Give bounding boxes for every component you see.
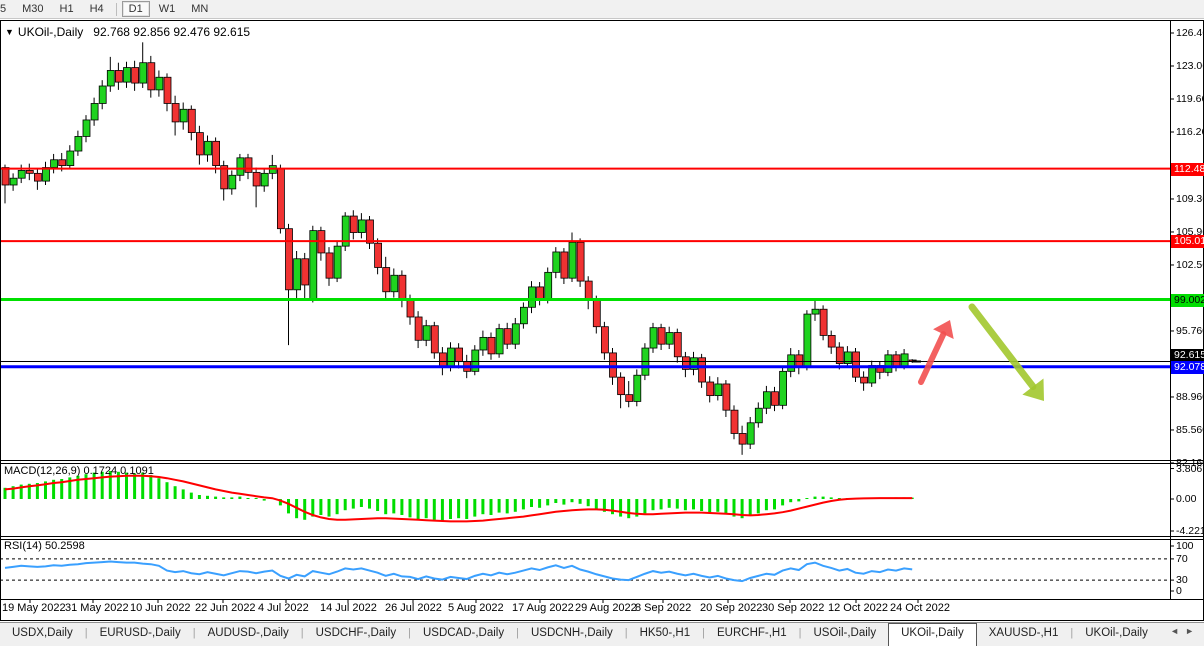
rsi-axis-label: 100 [1176, 540, 1194, 552]
date-axis-label: 24 Oct 2022 [890, 602, 950, 614]
date-axis-label: 17 Aug 2022 [512, 602, 574, 614]
tab-scroll-left-icon[interactable]: ◄ [1170, 626, 1186, 636]
price-badge-92.615: 92.615 [1171, 349, 1204, 363]
chart-tab-audusd-daily[interactable]: AUDUSD-,Daily [207, 627, 289, 639]
date-axis-label: 30 Sep 2022 [762, 602, 825, 614]
rsi-line [4, 560, 913, 583]
chart-symbol: UKOil-,Daily [17, 25, 84, 39]
date-axis-label: 22 Jun 2022 [195, 602, 256, 614]
chart-tab-ukoil-daily[interactable]: UKOil-,Daily [888, 623, 977, 646]
timeframe-button-M30[interactable]: M30 [22, 3, 44, 15]
macd-indicator-label: MACD(12,26,9) 0.1724 0.1091 [4, 465, 154, 477]
tab-separator: | [300, 627, 304, 639]
date-axis-label: 26 Jul 2022 [385, 602, 442, 614]
timeframe-button-W1[interactable]: W1 [158, 3, 176, 15]
annotation-arrows [918, 303, 1044, 401]
timeframe-button-H4[interactable]: H4 [89, 3, 104, 15]
tab-separator: | [84, 627, 88, 639]
tab-separator: | [408, 627, 411, 639]
chart-tab-ukoil-daily[interactable]: UKOil-,Daily [1085, 627, 1148, 639]
timeframe-button-MN[interactable]: MN [191, 3, 209, 15]
rsi-axis-label: 70 [1176, 552, 1188, 565]
chart-tab-bar: USDX,Daily | EURUSD-,Daily | AUDUSD-,Daily | U… [0, 622, 1204, 646]
price-axis-label: 85.560 [1176, 423, 1204, 436]
chart-title: ▼ UKOil-,Daily 92.768 92.856 92.476 92.615 [5, 25, 250, 39]
tab-separator: | [1070, 627, 1074, 639]
chart-ohlc-values: 92.768 92.856 92.476 92.615 [93, 25, 251, 39]
tab-scroll-right-icon[interactable]: ► [1185, 626, 1200, 636]
chart-tab-usoil-daily[interactable]: USOil-,Daily [813, 627, 877, 639]
timeframe-button-H1[interactable]: H1 [59, 3, 74, 15]
rsi-axis-label: 0 [1176, 585, 1182, 597]
chart-tab-usdcad-daily[interactable]: USDCAD-,Daily [422, 627, 505, 639]
rsi-indicator-label: RSI(14) 50.2598 [4, 540, 85, 552]
chart-tab-xauusd-h1[interactable]: XAUUSD-,H1 [988, 627, 1059, 639]
tab-scrollers: ◄► [1170, 626, 1200, 636]
price-axis-label: 123.060 [1176, 60, 1204, 72]
price-badge-105.015: 105.015 [1171, 235, 1204, 249]
hlines-layer [0, 167, 1170, 369]
rsi-axis-label: 30 [1176, 574, 1188, 587]
price-badge-92.078: 92.078 [1171, 360, 1204, 374]
tab-separator: | [624, 627, 628, 639]
date-axis-label: 20 Sep 2022 [700, 602, 763, 614]
price-badge-99.002: 99.002 [1171, 293, 1204, 307]
price-axis-label: 88.960 [1176, 390, 1204, 403]
timeframe-button-D1[interactable]: D1 [121, 1, 150, 17]
price-axis-label: 105.960 [1176, 225, 1204, 238]
macd-axis-label: 0.00 [1176, 493, 1197, 505]
date-axis-label: 8 Sep 2022 [635, 602, 692, 614]
price-axis-label: 116.260 [1176, 126, 1204, 138]
date-axis-label: 10 Jun 2022 [130, 602, 191, 614]
macd-axis-label: 3.8067 [1176, 462, 1204, 475]
chart-tab-usdcnh-daily[interactable]: USDCNH-,Daily [530, 627, 613, 639]
chart-tab-eurusd-daily[interactable]: EURUSD-,Daily [99, 627, 181, 639]
price-axis-label: 119.660 [1176, 93, 1204, 105]
chart-tab-hk50-h1[interactable]: HK50-,H1 [639, 627, 691, 639]
timeframe-button-5[interactable]: 5 [0, 3, 7, 15]
date-axis-label: 12 Oct 2022 [828, 602, 888, 614]
chart-tab-usdchf-daily[interactable]: USDCHF-,Daily [315, 627, 397, 639]
macd-signal-line [4, 474, 913, 523]
price-axis-label: 82.160 [1176, 456, 1204, 469]
date-axis-label: 31 May 2022 [65, 602, 129, 614]
timeframe-toolbar: 5 M30 H1 H4 D1 W1 MN [0, 0, 1204, 19]
date-axis-label: 4 Jul 2022 [258, 602, 309, 614]
date-axis-label: 29 Aug 2022 [575, 602, 637, 614]
date-axis-label: 14 Jul 2022 [320, 602, 377, 614]
tab-separator: | [192, 627, 196, 639]
chart-tab-usdx-daily[interactable]: USDX,Daily [12, 627, 73, 639]
price-axis-label: 126.460 [1176, 27, 1204, 39]
chart-menu-triangle-icon[interactable]: ▼ [5, 27, 14, 37]
date-axis-label: 19 May 2022 [2, 602, 66, 614]
price-axis-label: 102.560 [1176, 258, 1204, 271]
tab-separator: | [702, 627, 705, 639]
price-axis-label: 109.360 [1176, 192, 1204, 205]
macd-layer [3, 471, 914, 523]
macd-axis-label: -4.221 [1176, 525, 1204, 537]
toolbar-separator [115, 2, 117, 16]
price-badge-112.488: 112.488 [1171, 162, 1204, 176]
date-axis-label: 5 Aug 2022 [448, 602, 504, 614]
rsi-layer [0, 558, 1170, 583]
price-axis-label: 95.760 [1176, 324, 1204, 337]
tab-separator: | [798, 627, 802, 639]
chart-tab-eurchf-h1[interactable]: EURCHF-,H1 [716, 627, 787, 639]
candles-layer [1, 42, 917, 455]
tab-separator: | [516, 627, 519, 639]
